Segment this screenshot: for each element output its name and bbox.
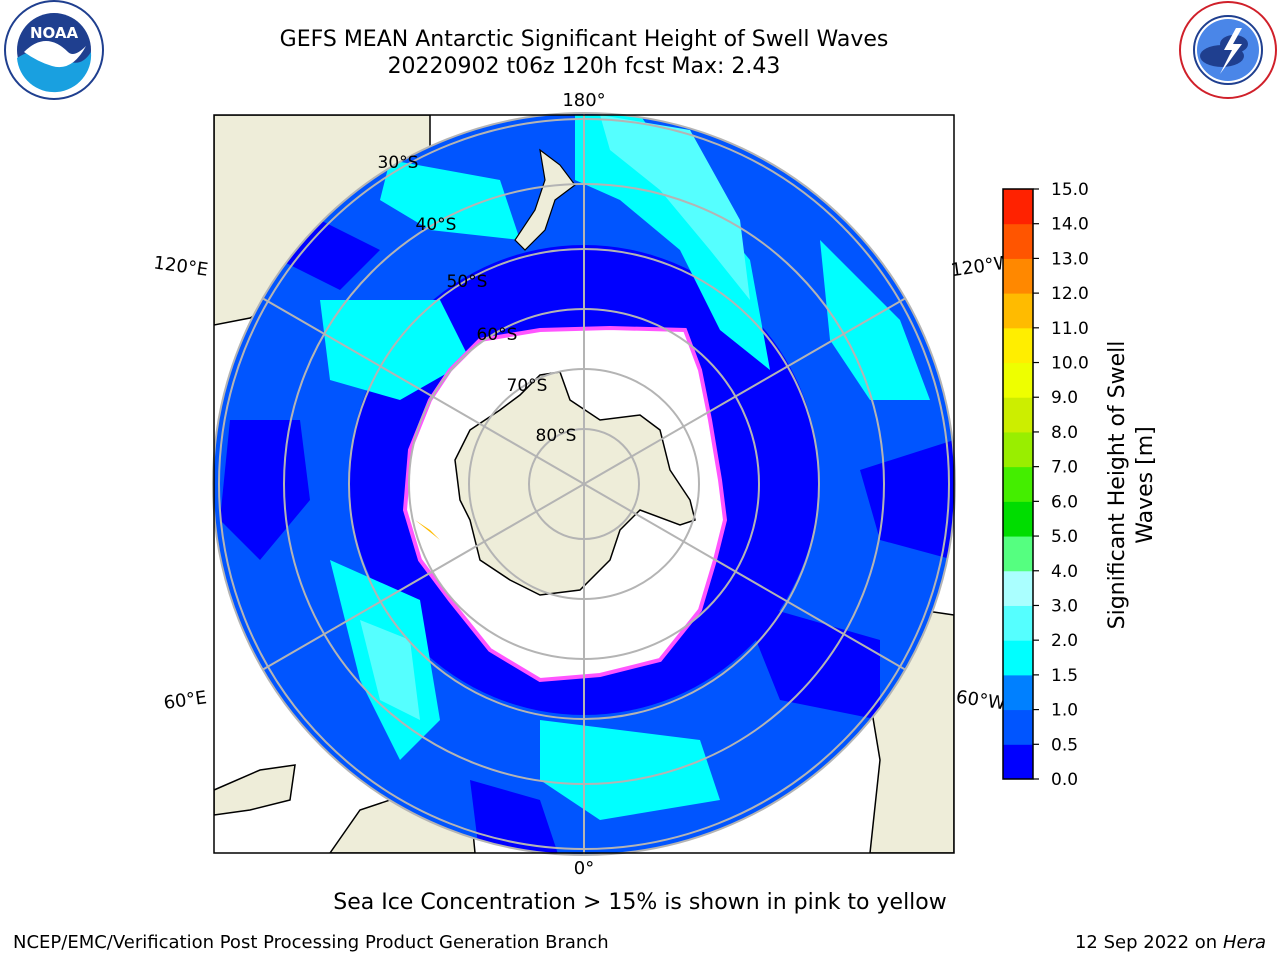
footer-machine: Hera (1222, 932, 1266, 953)
colorbar-tick-label: 7.0 (1051, 458, 1078, 478)
colorbar-segment (1003, 293, 1033, 329)
colorbar-tick-label: 2.0 (1051, 631, 1078, 651)
lat-label-60s: 60°S (477, 325, 518, 345)
colorbar-tick-label: 1.5 (1051, 666, 1078, 686)
antarctica-land (454, 371, 696, 596)
noaa-logo-text: NOAA (30, 24, 79, 42)
lon-label-120e: 120°E (152, 252, 209, 280)
colorbar-tick-label: 9.0 (1051, 388, 1078, 408)
colorbar-segment (1003, 744, 1033, 780)
noaa-logo: NOAA (4, 0, 104, 100)
colorbar-segment (1003, 258, 1033, 294)
sea-ice-caption: Sea Ice Concentration > 15% is shown in … (333, 890, 947, 915)
colorbar-segment (1003, 674, 1033, 711)
colorbar-segment (1003, 189, 1033, 225)
colorbar-segment (1003, 709, 1033, 745)
lat-label-80s: 80°S (536, 426, 577, 446)
colorbar-segment (1003, 536, 1033, 572)
colorbar-tick-label: 10.0 (1051, 354, 1089, 374)
colorbar-tick-label: 11.0 (1051, 319, 1089, 339)
colorbar-tick-label: 12.0 (1051, 284, 1089, 304)
colorbar-segment (1003, 431, 1033, 468)
colorbar-segment (1003, 640, 1033, 676)
colorbar-border (1002, 188, 1034, 780)
colorbar-tick-label: 3.0 (1051, 596, 1078, 616)
lat-label-70s: 70°S (507, 376, 548, 396)
colorbar-tick-label: 6.0 (1051, 492, 1078, 512)
colorbar-tick-label: 14.0 (1051, 215, 1089, 235)
colorbar-tick-label: 8.0 (1051, 423, 1078, 443)
new-zealand-land (514, 148, 576, 251)
lat-label-40s: 40°S (416, 215, 457, 235)
chart-subtitle: 20220902 t06z 120h fcst Max: 2.43 (387, 54, 781, 79)
colorbar-segment (1003, 501, 1033, 537)
colorbar-tick-label: 1.0 (1051, 701, 1078, 721)
colorbar-tick-label: 13.0 (1051, 249, 1089, 269)
footer-credit: NCEP/EMC/Verification Post Processing Pr… (13, 932, 609, 953)
lon-label-180: 180° (562, 90, 605, 111)
colorbar-label-line1: Significant Height of Swell (1105, 341, 1130, 630)
map-boundary (212, 112, 956, 856)
colorbar-label-line2: Waves [m] (1133, 426, 1158, 543)
colorbar: 0.0 0.5 1.0 1.5 2.0 3.0 4.0 5.0 6.0 7.0 8.0 9.0 10.0… (1002, 180, 1089, 790)
colorbar-tick-label: 15.0 (1051, 180, 1089, 200)
colorbar-tick-label: 0.5 (1051, 735, 1078, 755)
colorbar-segment (1003, 570, 1033, 606)
nws-logo (1179, 1, 1277, 99)
lon-label-0: 0° (574, 858, 594, 879)
graticule (213, 113, 955, 855)
colorbar-tick-label: 4.0 (1051, 562, 1078, 582)
colorbar-segment (1003, 223, 1033, 259)
colorbar-tick-label: 5.0 (1051, 527, 1078, 547)
colorbar-tick-label: 0.0 (1051, 770, 1078, 790)
colorbar-segment (1003, 397, 1033, 433)
map-frame (213, 114, 955, 854)
chart-title: GEFS MEAN Antarctic Significant Height o… (279, 27, 889, 52)
lat-label-30s: 30°S (378, 153, 419, 173)
footer-date: 12 Sep 2022 on Hera (1075, 932, 1266, 953)
colorbar-segment (1003, 605, 1033, 641)
lon-label-60w: 60°W (955, 687, 1007, 715)
colorbar-segment (1003, 327, 1033, 364)
colorbar-segment (1003, 362, 1033, 398)
lon-label-60e: 60°E (162, 687, 208, 714)
lat-label-50s: 50°S (447, 272, 488, 292)
colorbar-segment (1003, 466, 1033, 502)
footer-date-text: 12 Sep 2022 on (1074, 932, 1218, 953)
